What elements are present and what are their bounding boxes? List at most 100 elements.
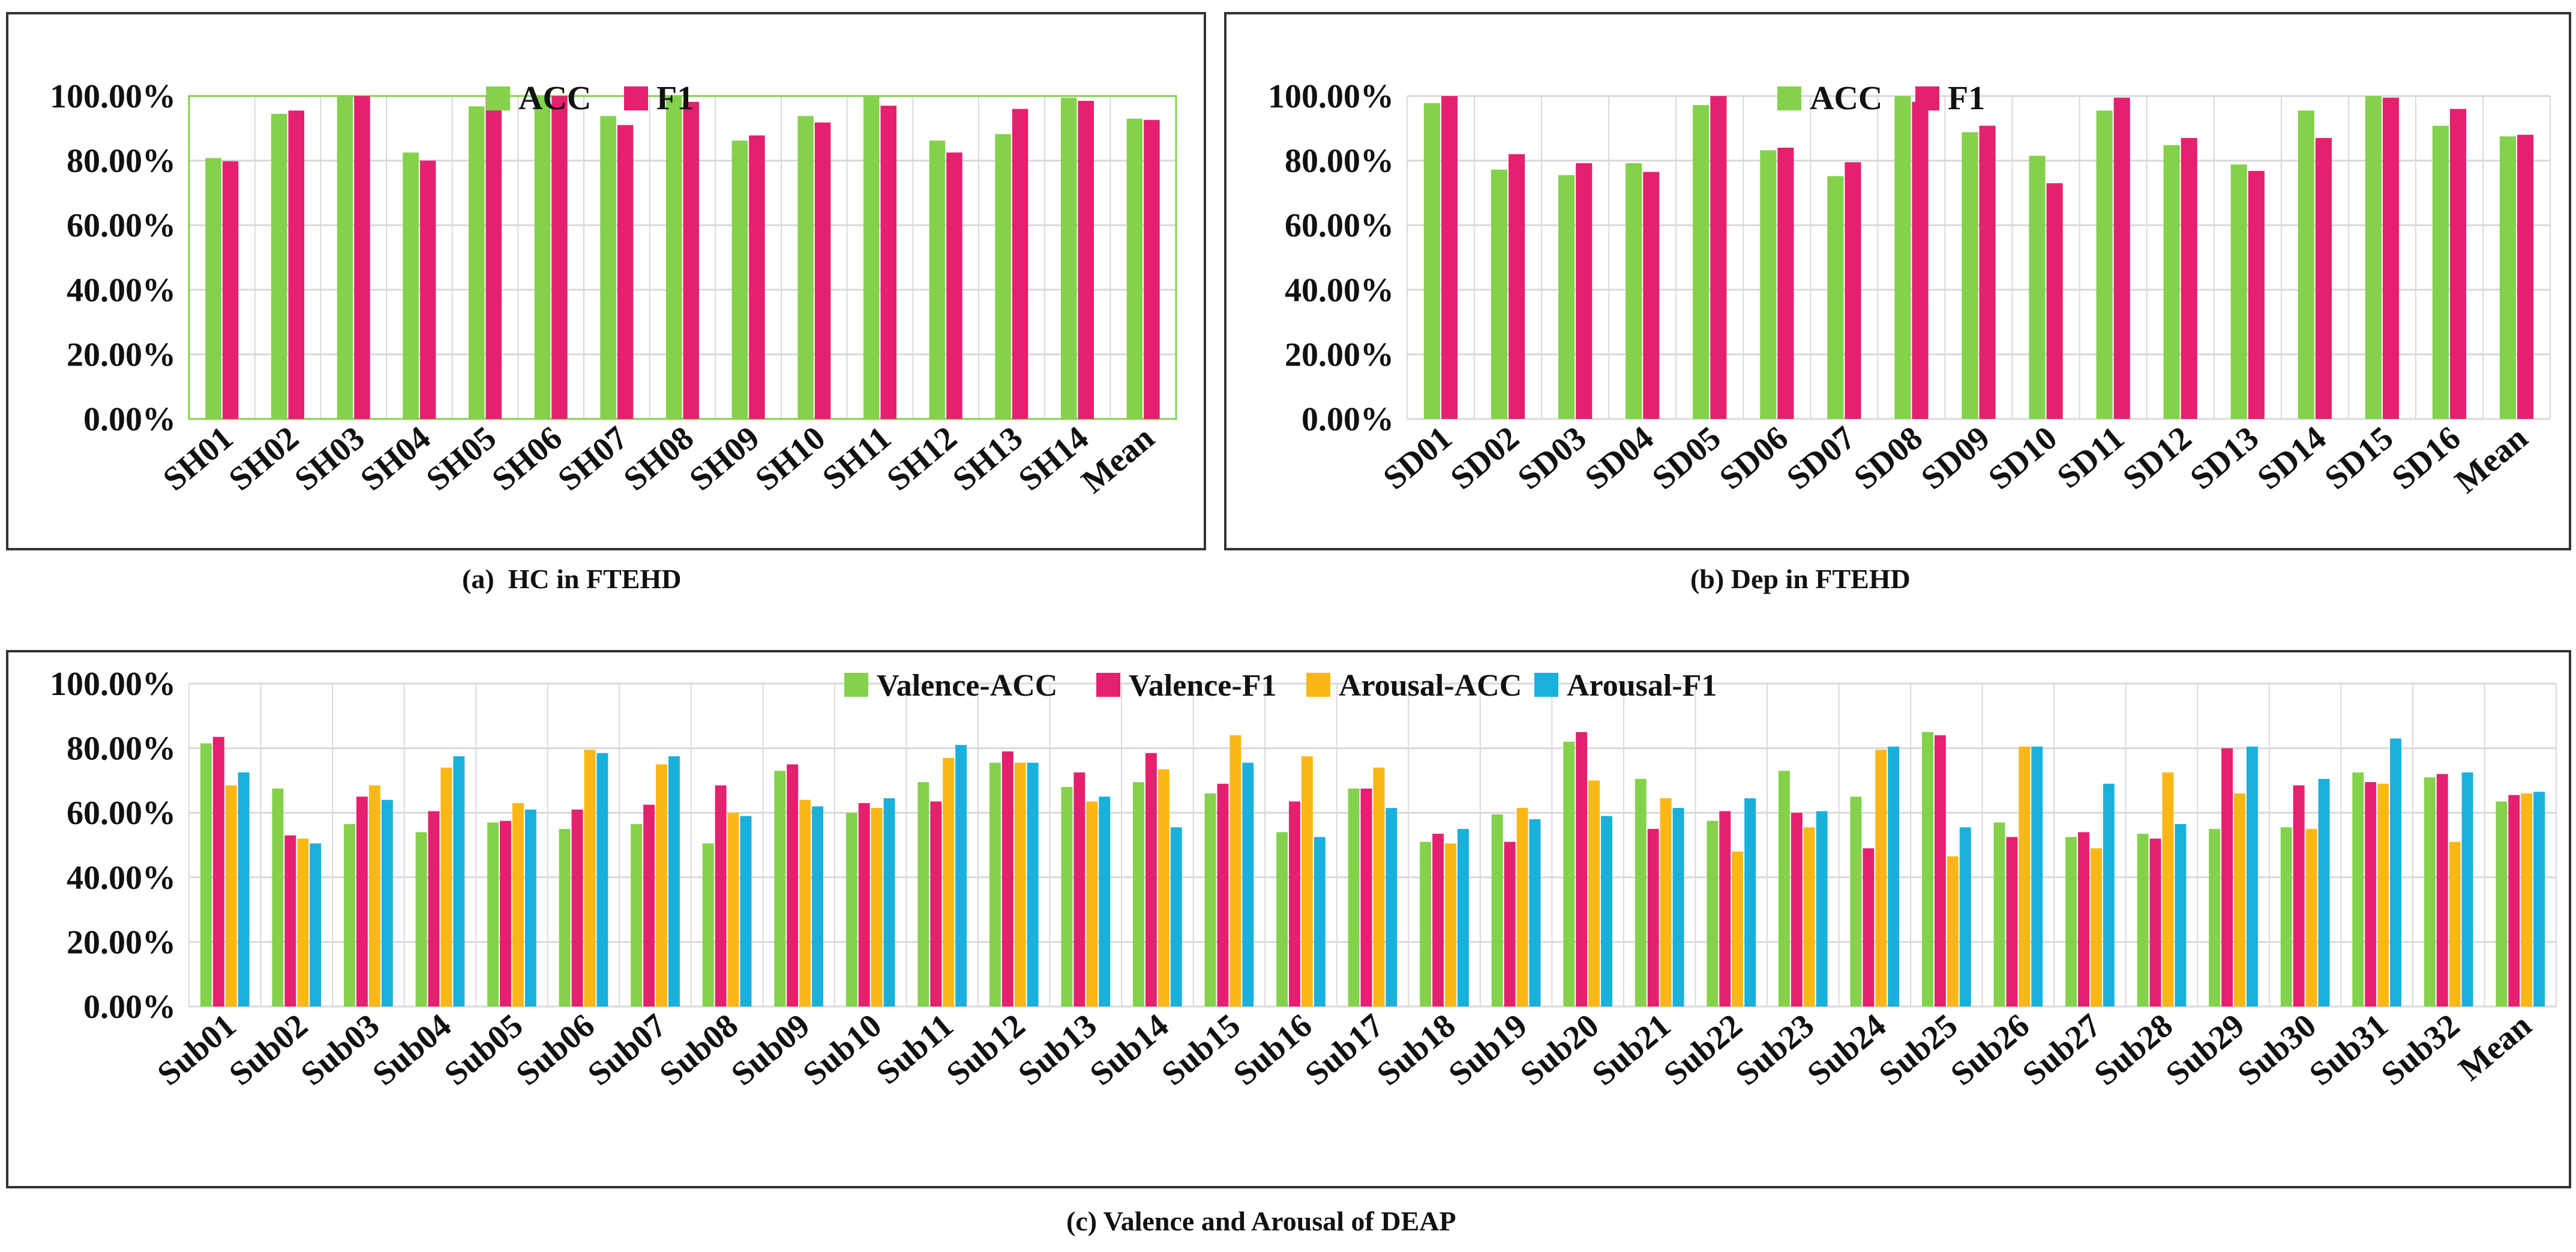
bar-arousal-acc-sub23 [1803, 827, 1815, 1007]
bar-acc-sd12 [2163, 145, 2180, 419]
bar-f1-sd03 [1576, 163, 1593, 419]
bar-valence-acc-sub30 [2280, 827, 2292, 1007]
bar-arousal-acc-sub14 [1157, 769, 1169, 1007]
caption-c: (c) Valence and Arousal of DEAP [1066, 1206, 1456, 1236]
bar-arousal-acc-sub02 [297, 838, 309, 1007]
bar-valence-acc-sub11 [917, 782, 929, 1007]
caption-b: (b) Dep in FTEHD [1690, 564, 1911, 594]
bar-acc-mean [2499, 136, 2516, 419]
bar-arousal-f1-sub22 [1744, 798, 1756, 1007]
plot-border [188, 95, 1177, 420]
bar-acc-sh08 [665, 96, 682, 419]
bar-acc-sd07 [1827, 176, 1844, 419]
bar-valence-acc-sub07 [631, 824, 643, 1007]
bar-arousal-acc-sub25 [1947, 856, 1959, 1007]
bar-valence-acc-sub04 [415, 832, 427, 1007]
bar-acc-sh14 [1060, 97, 1077, 419]
y-tick-label: 100.00% [1268, 78, 1394, 115]
bar-arousal-acc-sub24 [1875, 750, 1887, 1007]
bar-f1-sd06 [1777, 148, 1794, 419]
chart-dep-ftehd: 0.00%20.00%40.00%60.00%80.00%100.00%SD01… [1224, 12, 2571, 550]
y-tick-label: 40.00% [1285, 272, 1394, 309]
bar-valence-f1-sub19 [1504, 841, 1516, 1007]
legend-label: Arousal-F1 [1567, 669, 1717, 703]
bar-arousal-f1-sub08 [740, 816, 752, 1007]
bar-arousal-f1-sub07 [668, 756, 680, 1007]
bar-f1-sd14 [2315, 137, 2332, 419]
bar-arousal-acc-sub18 [1445, 843, 1456, 1007]
bar-acc-sd09 [1962, 132, 1978, 420]
bar-arousal-acc-sub19 [1516, 808, 1528, 1007]
bar-acc-sd03 [1558, 175, 1575, 419]
bar-valence-f1-sub30 [2293, 785, 2305, 1007]
bar-arousal-acc-sub13 [1086, 801, 1098, 1007]
y-tick-label: 80.00% [1285, 143, 1394, 180]
bar-f1-sd09 [1979, 125, 1996, 419]
y-tick-label: 20.00% [67, 336, 176, 373]
legend-label: ACC [1810, 80, 1882, 117]
bar-valence-f1-sub05 [500, 820, 511, 1007]
y-tick-label: 80.00% [67, 730, 176, 768]
bar-arousal-f1-sub13 [1099, 796, 1111, 1007]
bar-acc-sd05 [1693, 105, 1710, 420]
legend-swatch [1096, 673, 1120, 697]
y-tick-label: 40.00% [67, 272, 176, 309]
bar-valence-acc-sub10 [845, 813, 857, 1007]
legend-label: Valence-ACC [877, 669, 1057, 703]
bar-arousal-f1-sub20 [1601, 816, 1612, 1007]
y-tick-label: 60.00% [1285, 207, 1394, 244]
y-tick-label: 40.00% [67, 859, 176, 897]
legend-label: Arousal-ACC [1339, 669, 1522, 703]
bar-acc-sh02 [271, 113, 287, 419]
bar-f1-sd02 [1509, 154, 1525, 419]
legend-label: Valence-F1 [1129, 669, 1276, 703]
bar-valence-acc-sub05 [487, 822, 499, 1007]
bar-valence-acc-sub08 [702, 843, 714, 1007]
bar-f1-sd15 [2382, 97, 2399, 419]
bar-valence-f1-sub25 [1934, 735, 1946, 1007]
bar-acc-sd11 [2096, 110, 2113, 419]
bar-valence-f1-sub17 [1360, 788, 1372, 1007]
bar-arousal-acc-sub16 [1301, 756, 1313, 1007]
bar-arousal-acc-sub31 [2377, 783, 2389, 1007]
bar-valence-f1-mean [2508, 795, 2520, 1007]
bar-arousal-acc-sub05 [512, 803, 524, 1007]
bar-valence-acc-sub13 [1061, 787, 1073, 1007]
bar-f1-mean [2517, 134, 2534, 419]
bar-valence-acc-sub15 [1204, 793, 1216, 1007]
bar-arousal-acc-sub12 [1014, 762, 1026, 1007]
bar-valence-acc-sub19 [1491, 814, 1503, 1007]
bar-valence-f1-sub06 [571, 809, 583, 1007]
bar-valence-f1-sub01 [212, 736, 224, 1007]
bar-f1-sh12 [946, 152, 962, 419]
bar-acc-sh11 [863, 96, 880, 419]
bar-f1-sh01 [222, 161, 239, 419]
bar-valence-f1-sub21 [1647, 829, 1659, 1007]
bar-valence-acc-sub17 [1348, 788, 1360, 1007]
bar-acc-sd14 [2298, 110, 2314, 419]
bar-valence-acc-sub20 [1563, 741, 1575, 1007]
bar-valence-f1-sub03 [356, 796, 368, 1007]
bar-valence-acc-sub27 [2065, 837, 2077, 1007]
bar-valence-f1-sub20 [1576, 732, 1588, 1007]
bar-valence-acc-sub14 [1133, 782, 1144, 1007]
bar-valence-f1-sub11 [930, 801, 942, 1007]
bar-arousal-f1-mean [2533, 792, 2545, 1007]
bar-acc-sh04 [403, 152, 419, 419]
bar-f1-sd08 [1912, 101, 1929, 419]
bar-acc-sh01 [205, 158, 221, 419]
legend-swatch [1534, 673, 1558, 697]
bar-f1-sh08 [683, 101, 700, 419]
bar-arousal-acc-sub27 [2090, 848, 2102, 1007]
bar-arousal-acc-sub22 [1732, 851, 1744, 1007]
y-tick-label: 80.00% [67, 143, 176, 180]
y-tick-label: 0.00% [83, 989, 176, 1026]
bar-acc-sd15 [2365, 96, 2382, 419]
bar-acc-sh07 [600, 116, 616, 419]
bar-f1-sd10 [2046, 183, 2063, 419]
bar-acc-sh10 [797, 116, 814, 419]
bar-acc-sd01 [1423, 103, 1441, 419]
bar-arousal-f1-sub31 [2390, 738, 2401, 1007]
bar-valence-f1-sub26 [2006, 837, 2018, 1007]
bar-valence-f1-sub13 [1073, 772, 1085, 1007]
